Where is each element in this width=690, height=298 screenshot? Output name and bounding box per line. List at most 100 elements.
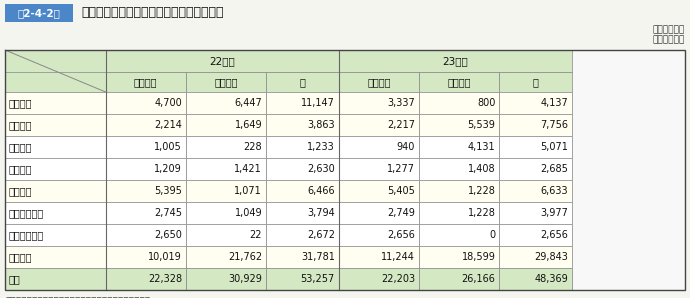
Bar: [186, 114, 266, 136]
Bar: [5, 114, 106, 136]
Bar: [5, 268, 106, 290]
Bar: [419, 158, 500, 180]
Text: 5,395: 5,395: [154, 186, 182, 196]
Bar: [5, 136, 106, 158]
Bar: [106, 180, 186, 202]
Bar: [339, 50, 572, 72]
Bar: [339, 136, 419, 158]
Text: 1,228: 1,228: [468, 186, 495, 196]
Text: 3,794: 3,794: [307, 208, 335, 218]
Bar: [419, 246, 500, 268]
Bar: [500, 180, 572, 202]
Bar: [419, 92, 500, 114]
Bar: [5, 246, 106, 268]
Bar: [419, 158, 500, 180]
Bar: [500, 246, 572, 268]
Bar: [5, 158, 106, 180]
Text: 22,328: 22,328: [148, 274, 182, 284]
Text: （備考）　「消防学校の教育訓練に関する調査」により作成: （備考） 「消防学校の教育訓練に関する調査」により作成: [5, 297, 150, 298]
Bar: [419, 224, 500, 246]
Bar: [106, 114, 186, 136]
Bar: [339, 224, 419, 246]
Text: 7,756: 7,756: [540, 120, 568, 130]
Bar: [419, 202, 500, 224]
Bar: [5, 50, 106, 92]
Bar: [419, 136, 500, 158]
Bar: [5, 114, 106, 136]
Text: 18,599: 18,599: [462, 252, 495, 262]
Bar: [419, 114, 500, 136]
Text: 1,233: 1,233: [307, 142, 335, 152]
Text: 22年度: 22年度: [209, 56, 235, 66]
Bar: [339, 158, 419, 180]
Bar: [266, 158, 339, 180]
Bar: [186, 180, 266, 202]
Text: 1,421: 1,421: [235, 164, 262, 174]
Bar: [266, 72, 339, 92]
Text: 第2-4-2表: 第2-4-2表: [17, 8, 61, 18]
Bar: [106, 136, 186, 158]
Text: 2,217: 2,217: [387, 120, 415, 130]
Text: 1,649: 1,649: [235, 120, 262, 130]
Bar: [186, 136, 266, 158]
Text: 初級幹部科: 初級幹部科: [9, 208, 44, 218]
Bar: [106, 246, 186, 268]
Bar: [186, 136, 266, 158]
Bar: [339, 202, 419, 224]
Bar: [106, 202, 186, 224]
Bar: [5, 92, 106, 114]
Bar: [5, 50, 685, 290]
Text: 21,762: 21,762: [228, 252, 262, 262]
Text: 2,214: 2,214: [154, 120, 182, 130]
Bar: [500, 114, 572, 136]
Bar: [500, 72, 572, 92]
Bar: [500, 224, 572, 246]
Bar: [5, 268, 106, 290]
Bar: [106, 268, 186, 290]
Bar: [186, 268, 266, 290]
Bar: [500, 92, 572, 114]
Bar: [106, 158, 186, 180]
Text: 228: 228: [244, 142, 262, 152]
Bar: [500, 180, 572, 202]
Text: 2,672: 2,672: [307, 230, 335, 240]
Bar: [500, 158, 572, 180]
Text: 1,071: 1,071: [235, 186, 262, 196]
Text: （単位：人）: （単位：人）: [653, 35, 685, 44]
Bar: [339, 180, 419, 202]
Bar: [106, 50, 339, 72]
Bar: [106, 224, 186, 246]
Bar: [266, 158, 339, 180]
Bar: [339, 268, 419, 290]
Bar: [266, 180, 339, 202]
Bar: [106, 158, 186, 180]
Text: 48,369: 48,369: [534, 274, 568, 284]
Bar: [419, 180, 500, 202]
Text: 53,257: 53,257: [301, 274, 335, 284]
Bar: [186, 92, 266, 114]
Bar: [106, 72, 186, 92]
Text: 10,019: 10,019: [148, 252, 182, 262]
Bar: [186, 202, 266, 224]
Text: 1,209: 1,209: [154, 164, 182, 174]
Text: 3,977: 3,977: [540, 208, 568, 218]
Text: 2,650: 2,650: [154, 230, 182, 240]
Bar: [106, 202, 186, 224]
Text: 29,843: 29,843: [534, 252, 568, 262]
Bar: [500, 202, 572, 224]
Text: 26,166: 26,166: [462, 274, 495, 284]
Text: 22: 22: [250, 230, 262, 240]
Bar: [266, 224, 339, 246]
Bar: [419, 268, 500, 290]
Bar: [266, 114, 339, 136]
Text: 幹部教育: 幹部教育: [9, 186, 32, 196]
Bar: [186, 224, 266, 246]
Text: 4,700: 4,700: [154, 98, 182, 108]
Bar: [5, 158, 106, 180]
Bar: [339, 246, 419, 268]
Bar: [5, 180, 106, 202]
Bar: [266, 268, 339, 290]
Bar: [266, 202, 339, 224]
Text: 11,244: 11,244: [382, 252, 415, 262]
Bar: [186, 158, 266, 180]
